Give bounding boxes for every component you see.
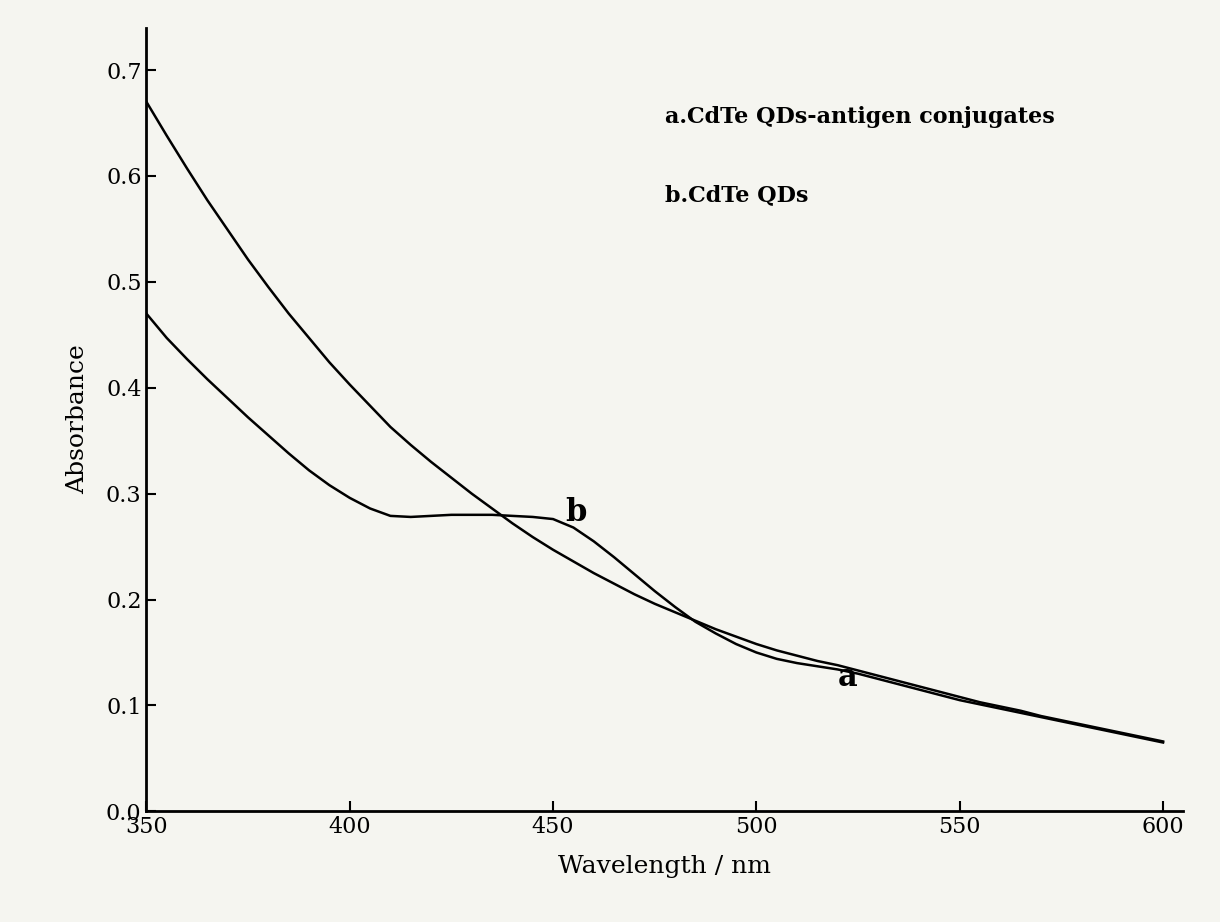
Text: a: a (838, 662, 858, 693)
X-axis label: Wavelength / nm: Wavelength / nm (559, 855, 771, 878)
Y-axis label: Absorbance: Absorbance (66, 345, 89, 494)
Text: a.CdTe QDs-antigen conjugates: a.CdTe QDs-antigen conjugates (665, 106, 1054, 128)
Text: b.CdTe QDs: b.CdTe QDs (665, 184, 809, 207)
Text: b: b (565, 497, 587, 528)
